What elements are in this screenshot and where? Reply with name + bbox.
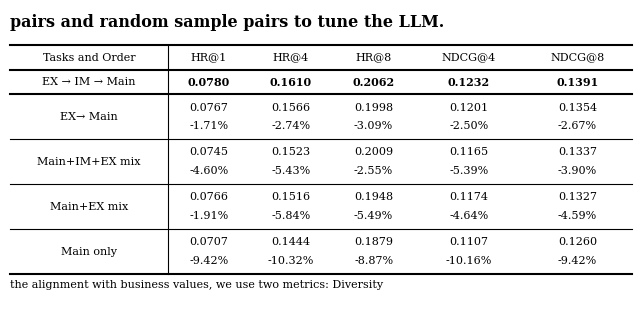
Text: 0.0745: 0.0745 xyxy=(189,148,228,157)
Text: 0.0780: 0.0780 xyxy=(188,77,230,88)
Text: 0.1879: 0.1879 xyxy=(354,237,393,247)
Text: HR@8: HR@8 xyxy=(355,53,392,63)
Text: -5.49%: -5.49% xyxy=(354,211,393,221)
Text: 0.2062: 0.2062 xyxy=(353,77,395,88)
Text: -9.42%: -9.42% xyxy=(189,256,228,266)
Text: 0.1354: 0.1354 xyxy=(558,103,597,113)
Text: -5.43%: -5.43% xyxy=(271,166,310,176)
Text: -3.90%: -3.90% xyxy=(558,166,597,176)
Text: 0.1232: 0.1232 xyxy=(448,77,490,88)
Text: 0.1998: 0.1998 xyxy=(354,103,393,113)
Text: -9.42%: -9.42% xyxy=(558,256,597,266)
Text: 0.1327: 0.1327 xyxy=(558,193,597,202)
Text: -10.32%: -10.32% xyxy=(268,256,314,266)
Text: Main+IM+EX mix: Main+IM+EX mix xyxy=(37,157,141,167)
Text: 0.1566: 0.1566 xyxy=(271,103,310,113)
Text: -4.64%: -4.64% xyxy=(449,211,488,221)
Text: Main only: Main only xyxy=(61,247,117,257)
Text: 0.0766: 0.0766 xyxy=(189,193,228,202)
Text: -2.67%: -2.67% xyxy=(558,121,597,131)
Text: -1.91%: -1.91% xyxy=(189,211,228,221)
Text: 0.1201: 0.1201 xyxy=(449,103,488,113)
Text: HR@1: HR@1 xyxy=(191,53,227,63)
Text: -10.16%: -10.16% xyxy=(445,256,492,266)
Text: -4.60%: -4.60% xyxy=(189,166,228,176)
Text: HR@4: HR@4 xyxy=(273,53,309,63)
Text: 0.0767: 0.0767 xyxy=(189,103,228,113)
Text: -4.59%: -4.59% xyxy=(558,211,597,221)
Text: -5.39%: -5.39% xyxy=(449,166,488,176)
Text: -3.09%: -3.09% xyxy=(354,121,393,131)
Text: 0.1165: 0.1165 xyxy=(449,148,488,157)
Text: 0.1523: 0.1523 xyxy=(271,148,310,157)
Text: 0.1610: 0.1610 xyxy=(269,77,312,88)
Text: the alignment with business values, we use two metrics: Diversity: the alignment with business values, we u… xyxy=(10,280,383,290)
Text: -2.55%: -2.55% xyxy=(354,166,393,176)
Text: Tasks and Order: Tasks and Order xyxy=(43,53,135,63)
Text: 0.1948: 0.1948 xyxy=(354,193,393,202)
Text: pairs and random sample pairs to tune the LLM.: pairs and random sample pairs to tune th… xyxy=(10,14,444,31)
Text: 0.0707: 0.0707 xyxy=(189,237,228,247)
Text: Main+EX mix: Main+EX mix xyxy=(50,202,128,212)
Text: 0.1260: 0.1260 xyxy=(558,237,597,247)
Text: EX → IM → Main: EX → IM → Main xyxy=(42,77,136,87)
Text: 0.1337: 0.1337 xyxy=(558,148,597,157)
Text: 0.2009: 0.2009 xyxy=(354,148,393,157)
Text: -5.84%: -5.84% xyxy=(271,211,310,221)
Text: 0.1107: 0.1107 xyxy=(449,237,488,247)
Text: 0.1391: 0.1391 xyxy=(556,77,598,88)
Text: -8.87%: -8.87% xyxy=(354,256,393,266)
Text: 0.1516: 0.1516 xyxy=(271,193,310,202)
Text: -2.50%: -2.50% xyxy=(449,121,488,131)
Text: EX→ Main: EX→ Main xyxy=(60,112,118,122)
Text: -1.71%: -1.71% xyxy=(189,121,228,131)
Text: 0.1174: 0.1174 xyxy=(449,193,488,202)
Text: 0.1444: 0.1444 xyxy=(271,237,310,247)
Text: NDCG@8: NDCG@8 xyxy=(550,53,605,63)
Text: -2.74%: -2.74% xyxy=(271,121,310,131)
Text: NDCG@4: NDCG@4 xyxy=(442,53,496,63)
